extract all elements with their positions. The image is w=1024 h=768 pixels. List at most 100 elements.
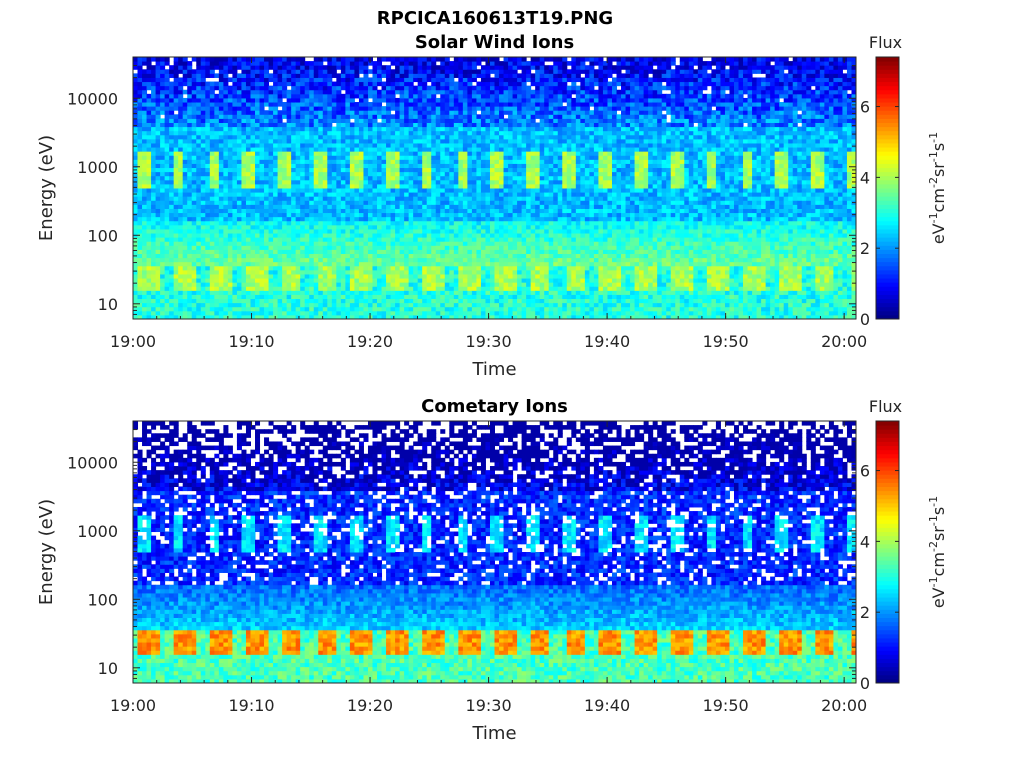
heatmap-cell (295, 183, 301, 189)
heatmap-cell (191, 151, 197, 156)
heatmap-cell (417, 138, 423, 144)
heatmap-cell (485, 314, 491, 320)
heatmap-cell (205, 155, 211, 160)
heatmap-cell (218, 175, 224, 181)
heatmap-cell (173, 85, 179, 91)
heatmap-cell (137, 57, 143, 62)
heatmap-cell (372, 261, 378, 267)
heatmap-cell (137, 302, 143, 308)
heatmap-cell (395, 265, 401, 271)
heatmap-cell (300, 192, 306, 197)
heatmap-cell (476, 81, 482, 87)
heatmap-cell (304, 192, 310, 197)
heatmap-cell (160, 159, 166, 164)
heatmap-cell (345, 171, 351, 177)
heatmap-cell (458, 167, 464, 173)
heatmap-cell (345, 278, 351, 283)
heatmap-cell (214, 114, 220, 119)
heatmap-cell (453, 61, 459, 66)
heatmap-cell (381, 208, 387, 214)
heatmap-cell (480, 310, 486, 316)
heatmap-cell (142, 77, 148, 83)
heatmap-cell (218, 167, 224, 173)
heatmap-cell (200, 69, 206, 74)
heatmap-cell (458, 306, 464, 312)
heatmap-cell (295, 290, 301, 295)
heatmap-cell (133, 65, 139, 70)
heatmap-cell (471, 57, 477, 62)
heatmap-cell (309, 179, 315, 185)
heatmap-cell (173, 269, 179, 275)
heatmap-cell (327, 273, 333, 279)
heatmap-cell (485, 171, 491, 177)
heatmap-cell (386, 233, 392, 238)
heatmap-cell (300, 282, 306, 287)
heatmap-cell (340, 294, 346, 300)
heatmap-cell (367, 134, 373, 140)
heatmap-cell (471, 298, 477, 304)
heatmap-cell (286, 216, 292, 222)
heatmap-cell (471, 73, 477, 78)
heatmap-cell (458, 126, 464, 132)
heatmap-cell (282, 57, 288, 62)
heatmap-cell (205, 85, 211, 91)
heatmap-cell (327, 138, 333, 144)
heatmap-cell (404, 298, 410, 304)
heatmap-cell (300, 155, 306, 160)
heatmap-cell (255, 208, 261, 214)
heatmap-cell (232, 310, 238, 316)
heatmap-cell (160, 208, 166, 214)
heatmap-cell (205, 89, 211, 95)
heatmap-cell (377, 265, 383, 271)
heatmap-cell (178, 69, 184, 74)
heatmap-cell (187, 126, 193, 132)
heatmap-cell (408, 298, 414, 304)
heatmap-cell (399, 175, 405, 181)
heatmap-cell (485, 188, 491, 193)
heatmap-cell (236, 257, 242, 263)
heatmap-cell (440, 302, 446, 308)
heatmap-cell (318, 97, 324, 103)
heatmap-cell (155, 188, 161, 193)
heatmap-cell (245, 134, 251, 140)
heatmap-cell (395, 73, 401, 78)
heatmap-cell (431, 147, 437, 152)
heatmap-cell (286, 200, 292, 205)
heatmap-cell (471, 204, 477, 209)
heatmap-cell (232, 171, 238, 177)
heatmap-cell (480, 114, 486, 119)
heatmap-cell (322, 192, 328, 197)
heatmap-cell (476, 138, 482, 144)
heatmap-cell (367, 85, 373, 91)
heatmap-cell (354, 85, 360, 91)
heatmap-cell (340, 77, 346, 83)
heatmap-cell (399, 73, 405, 78)
heatmap-cell (449, 188, 455, 193)
heatmap-cell (476, 224, 482, 230)
heatmap-cell (417, 106, 423, 111)
heatmap-cell (236, 241, 242, 246)
heatmap-cell (200, 265, 206, 271)
heatmap-cell (245, 147, 251, 152)
heatmap-cell (417, 196, 423, 201)
heatmap-cell (386, 89, 392, 95)
heatmap-cell (381, 159, 387, 164)
heatmap-cell (295, 97, 301, 103)
heatmap-cell (467, 69, 473, 74)
heatmap-cell (476, 265, 482, 271)
heatmap-cell (467, 249, 473, 254)
heatmap-cell (458, 183, 464, 189)
heatmap-cell (485, 89, 491, 95)
heatmap-cell (309, 204, 315, 209)
heatmap-cell (453, 159, 459, 164)
heatmap-cell (255, 261, 261, 267)
heatmap-cell (209, 89, 215, 95)
heatmap-cell (408, 126, 414, 132)
heatmap-cell (426, 302, 432, 308)
heatmap-cell (236, 228, 242, 234)
heatmap-cell (358, 183, 364, 189)
heatmap-cell (462, 102, 468, 107)
heatmap-cell (309, 69, 315, 74)
heatmap-cell (133, 89, 139, 95)
heatmap-cell (462, 118, 468, 123)
